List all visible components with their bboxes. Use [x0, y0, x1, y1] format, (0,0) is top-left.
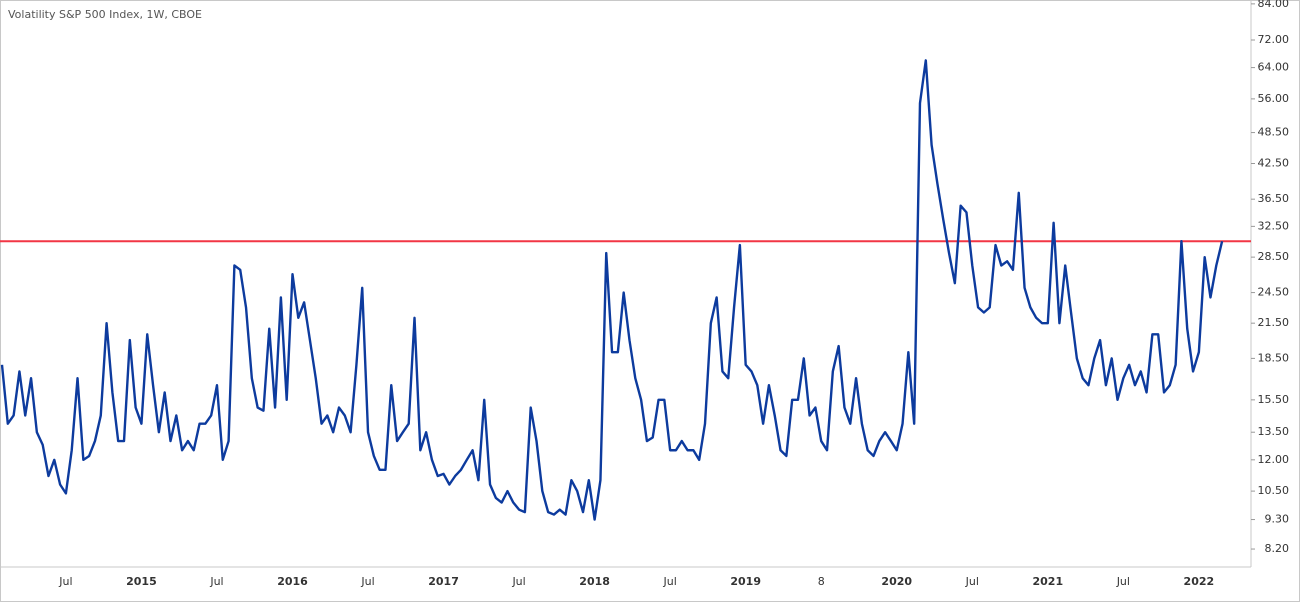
y-tick-label: 13.50: [1258, 425, 1290, 438]
y-tick-label: 72.00: [1258, 33, 1290, 46]
y-tick-label: 84.00: [1258, 0, 1290, 10]
x-tick-label: 8: [818, 575, 825, 588]
y-tick-label: 36.50: [1258, 192, 1290, 205]
y-tick-label: 32.50: [1258, 219, 1290, 232]
x-tick-label: 2020: [881, 575, 912, 588]
x-tick-label: 2021: [1032, 575, 1063, 588]
x-tick-label: Jul: [511, 575, 525, 588]
y-tick-label: 48.50: [1258, 126, 1290, 139]
y-tick-label: 10.50: [1258, 484, 1290, 497]
x-tick-label: 2019: [730, 575, 761, 588]
x-tick-label: Jul: [360, 575, 374, 588]
x-tick-label: 2022: [1184, 575, 1215, 588]
y-tick-label: 18.50: [1258, 351, 1290, 364]
x-tick-label: Jul: [663, 575, 677, 588]
x-tick-label: Jul: [58, 575, 72, 588]
x-tick-label: Jul: [965, 575, 979, 588]
y-tick-label: 64.00: [1258, 61, 1290, 74]
x-tick-label: 2018: [579, 575, 610, 588]
x-tick-label: Jul: [1116, 575, 1130, 588]
x-tick-label: Jul: [209, 575, 223, 588]
y-tick-label: 21.50: [1258, 316, 1290, 329]
y-tick-label: 15.50: [1258, 393, 1290, 406]
x-tick-label: 2015: [126, 575, 157, 588]
y-tick-label: 28.50: [1258, 250, 1290, 263]
y-tick-label: 42.50: [1258, 157, 1290, 170]
y-tick-label: 9.30: [1265, 513, 1290, 526]
y-tick-label: 56.00: [1258, 92, 1290, 105]
x-tick-label: 2016: [277, 575, 308, 588]
y-tick-label: 24.50: [1258, 286, 1290, 299]
data-line: [0, 59, 1224, 521]
y-tick-label: 12.00: [1258, 453, 1290, 466]
chart-title: Volatility S&P 500 Index, 1W, CBOE: [8, 8, 202, 21]
y-tick-label: 8.20: [1265, 542, 1290, 555]
x-tick-label: 2017: [428, 575, 459, 588]
